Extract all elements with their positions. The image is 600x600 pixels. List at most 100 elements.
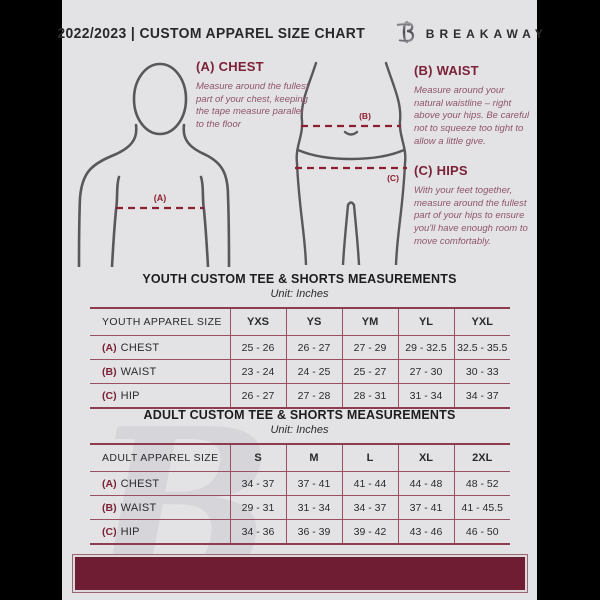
row-label: HIP bbox=[120, 525, 140, 538]
row-label: CHEST bbox=[120, 477, 160, 490]
adult-size-table: ADULT APPAREL SIZE S M L XL 2XL (A) CHEST… bbox=[90, 443, 510, 545]
row-key: (C) bbox=[102, 525, 117, 538]
adult-table-title: ADULT CUSTOM TEE & SHORTS MEASUREMENTS bbox=[143, 408, 456, 422]
brand-block: BREAKAWAY bbox=[396, 20, 548, 49]
youth-header-cell: YXL bbox=[453, 307, 510, 336]
hips-description: With your feet together, measure around … bbox=[414, 185, 528, 247]
youth-hip-row: (C) HIP 26 - 27 27 - 28 28 - 31 31 - 34 3… bbox=[90, 383, 510, 409]
brand-name: BREAKAWAY bbox=[425, 27, 548, 41]
youth-header-cell: YL bbox=[397, 307, 454, 336]
page-title: 2022/2023 | CUSTOM APPAREL SIZE CHART bbox=[57, 26, 366, 42]
adult-header-cell: ADULT APPAREL SIZE bbox=[90, 443, 230, 472]
chest-heading: (A) CHEST bbox=[196, 59, 312, 74]
value-cell: 29 - 32.5 bbox=[397, 335, 454, 360]
adult-hip-row: (C) HIP 34 - 36 36 - 39 39 - 42 43 - 46 4… bbox=[90, 519, 510, 545]
footer-bar bbox=[72, 554, 528, 593]
chest-description: Measure around the fullest part of your … bbox=[196, 81, 309, 131]
value-cell: 31 - 34 bbox=[285, 495, 342, 520]
youth-header-cell: YM bbox=[341, 307, 398, 336]
row-label: HIP bbox=[120, 389, 140, 402]
value-cell: 23 - 24 bbox=[229, 359, 286, 384]
value-cell: 43 - 46 bbox=[397, 519, 454, 545]
value-cell: 34 - 36 bbox=[229, 519, 286, 545]
waist-instructions: (B) WAIST Measure around your natural wai… bbox=[414, 63, 530, 149]
value-cell: 46 - 50 bbox=[453, 519, 510, 545]
hips-heading: (C) HIPS bbox=[414, 163, 530, 178]
value-cell: 25 - 26 bbox=[229, 335, 286, 360]
waist-heading-name: WAIST bbox=[436, 63, 479, 78]
value-cell: 27 - 30 bbox=[397, 359, 454, 384]
value-cell: 26 - 27 bbox=[229, 383, 286, 409]
row-key: (B) bbox=[102, 501, 117, 514]
adult-header-cell: S bbox=[229, 443, 286, 472]
value-cell: 44 - 48 bbox=[397, 471, 454, 496]
youth-header-cell: YXS bbox=[229, 307, 286, 336]
value-cell: 26 - 27 bbox=[285, 335, 342, 360]
waist-heading-key: (B) bbox=[414, 63, 433, 78]
value-cell: 34 - 37 bbox=[229, 471, 286, 496]
hips-heading-key: (C) bbox=[414, 163, 433, 178]
row-key: (A) bbox=[102, 341, 117, 354]
value-cell: 25 - 27 bbox=[341, 359, 398, 384]
hips-instructions: (C) HIPS With your feet together, measure… bbox=[414, 163, 530, 249]
youth-waist-row: (B) WAIST 23 - 24 24 - 25 25 - 27 27 - 30… bbox=[90, 359, 510, 384]
row-key: (A) bbox=[102, 477, 117, 490]
youth-table-unit: Unit: Inches bbox=[270, 288, 329, 300]
value-cell: 36 - 39 bbox=[285, 519, 342, 545]
row-label: WAIST bbox=[120, 501, 157, 514]
row-label-cell: (B) WAIST bbox=[90, 495, 230, 520]
youth-section: YOUTH CUSTOM TEE & SHORTS MEASUREMENTS U… bbox=[62, 272, 537, 409]
adult-header-cell: L bbox=[341, 443, 398, 472]
adult-header-cell: XL bbox=[397, 443, 454, 472]
value-cell: 39 - 42 bbox=[341, 519, 398, 545]
row-label-cell: (A) CHEST bbox=[90, 471, 230, 496]
value-cell: 41 - 44 bbox=[341, 471, 398, 496]
youth-chest-row: (A) CHEST 25 - 26 26 - 27 27 - 29 29 - 32… bbox=[90, 335, 510, 360]
measurement-diagrams: (A) (B) (C) bbox=[62, 55, 537, 267]
hips-heading-name: HIPS bbox=[436, 163, 468, 178]
chest-heading-name: CHEST bbox=[218, 59, 264, 74]
row-label: WAIST bbox=[120, 365, 157, 378]
adult-chest-row: (A) CHEST 34 - 37 37 - 41 41 - 44 44 - 48… bbox=[90, 471, 510, 496]
value-cell: 32.5 - 35.5 bbox=[453, 335, 510, 360]
header: 2022/2023 | CUSTOM APPAREL SIZE CHART bbox=[58, 20, 543, 48]
chest-instructions: (A) CHEST Measure around the fullest part… bbox=[196, 59, 312, 132]
youth-header-row: YOUTH APPAREL SIZE YXS YS YM YL YXL bbox=[90, 307, 510, 336]
youth-size-table: YOUTH APPAREL SIZE YXS YS YM YL YXL (A) C… bbox=[90, 307, 510, 409]
value-cell: 37 - 41 bbox=[285, 471, 342, 496]
value-cell: 34 - 37 bbox=[453, 383, 510, 409]
upper-body-figure: (A) bbox=[77, 62, 231, 267]
value-cell: 30 - 33 bbox=[453, 359, 510, 384]
breakaway-b-logo-icon bbox=[396, 20, 418, 49]
value-cell: 41 - 45.5 bbox=[453, 495, 510, 520]
row-label-cell: (C) HIP bbox=[90, 383, 230, 409]
lower-body-figure: (B) (C) bbox=[295, 61, 407, 265]
youth-table-title: YOUTH CUSTOM TEE & SHORTS MEASUREMENTS bbox=[142, 272, 457, 286]
adult-section: ADULT CUSTOM TEE & SHORTS MEASUREMENTS U… bbox=[62, 408, 537, 545]
value-cell: 27 - 29 bbox=[341, 335, 398, 360]
value-cell: 48 - 52 bbox=[453, 471, 510, 496]
row-label-cell: (A) CHEST bbox=[90, 335, 230, 360]
waist-description: Measure around your natural waistline – … bbox=[414, 85, 530, 147]
chest-line-label: (A) bbox=[154, 193, 167, 203]
adult-table-unit: Unit: Inches bbox=[270, 424, 329, 436]
value-cell: 37 - 41 bbox=[397, 495, 454, 520]
adult-header-cell: 2XL bbox=[453, 443, 510, 472]
adult-header-row: ADULT APPAREL SIZE S M L XL 2XL bbox=[90, 443, 510, 472]
value-cell: 28 - 31 bbox=[341, 383, 398, 409]
youth-header-cell: YOUTH APPAREL SIZE bbox=[90, 307, 230, 336]
value-cell: 27 - 28 bbox=[285, 383, 342, 409]
adult-waist-row: (B) WAIST 29 - 31 31 - 34 34 - 37 37 - 41… bbox=[90, 495, 510, 520]
waist-heading: (B) WAIST bbox=[414, 63, 530, 78]
value-cell: 34 - 37 bbox=[341, 495, 398, 520]
row-label: CHEST bbox=[120, 341, 160, 354]
hips-line-label: (C) bbox=[387, 173, 399, 183]
value-cell: 24 - 25 bbox=[285, 359, 342, 384]
waist-line-label: (B) bbox=[359, 111, 371, 121]
row-key: (B) bbox=[102, 365, 117, 378]
row-label-cell: (C) HIP bbox=[90, 519, 230, 545]
size-chart-document: 2022/2023 | CUSTOM APPAREL SIZE CHART bbox=[58, 0, 543, 600]
row-label-cell: (B) WAIST bbox=[90, 359, 230, 384]
row-key: (C) bbox=[102, 389, 117, 402]
